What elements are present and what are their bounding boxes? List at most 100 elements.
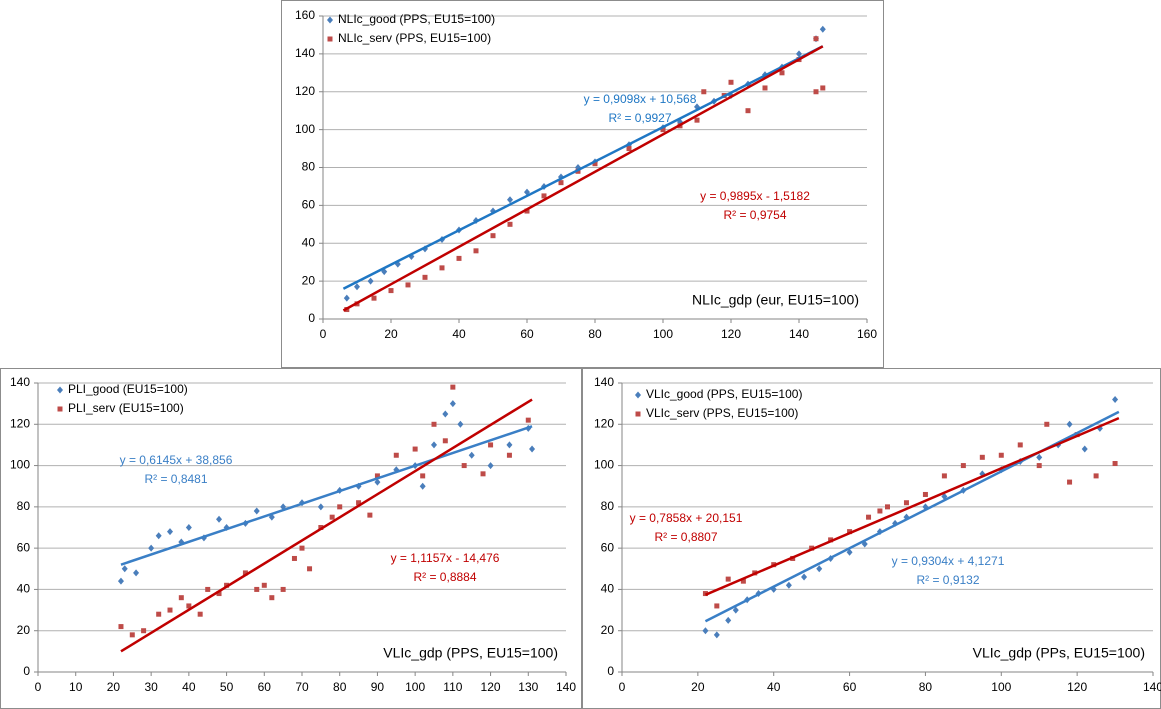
x-tick-label: 80 [919, 680, 933, 694]
x-tick-label: 0 [35, 680, 42, 694]
x-axis-label: VLIc_gdp (PPs, EU15=100) [973, 645, 1145, 661]
legend-marker [57, 386, 63, 394]
marker [197, 611, 203, 617]
marker [148, 544, 155, 552]
marker [456, 255, 462, 261]
y-tick-label: 0 [607, 664, 614, 678]
x-tick-label: 160 [857, 327, 877, 341]
marker [405, 282, 411, 288]
marker [725, 576, 731, 582]
marker [725, 616, 732, 624]
x-tick-label: 20 [384, 327, 398, 341]
marker [216, 515, 223, 523]
marker [1044, 421, 1050, 427]
marker [1112, 461, 1118, 467]
marker [317, 503, 324, 511]
marker [442, 410, 449, 418]
marker [816, 565, 823, 573]
y-tick-label: 40 [302, 235, 316, 249]
marker [745, 108, 751, 114]
marker [903, 500, 909, 506]
marker [877, 508, 883, 514]
trend-equation: y = 0,9895x - 1,5182 [700, 189, 810, 203]
legend-marker [635, 391, 641, 399]
marker [813, 36, 819, 42]
legend-label: VLIc_serv (PPS, EU15=100) [646, 406, 798, 420]
marker [480, 471, 486, 477]
legend-marker [327, 16, 333, 24]
x-tick-label: 60 [520, 327, 534, 341]
y-tick-label: 100 [295, 122, 315, 136]
x-tick-label: 100 [405, 680, 425, 694]
marker [374, 473, 380, 479]
marker [801, 573, 808, 581]
x-tick-label: 10 [69, 680, 83, 694]
x-tick-label: 110 [443, 680, 462, 694]
x-tick-label: 140 [1143, 680, 1161, 694]
marker [367, 512, 373, 518]
x-axis-label: VLIc_gdp (PPS, EU15=100) [383, 645, 558, 661]
marker [121, 565, 128, 573]
x-tick-label: 80 [333, 680, 347, 694]
marker [419, 482, 426, 490]
marker [1081, 445, 1088, 453]
y-tick-label: 80 [601, 499, 615, 513]
marker [371, 295, 377, 301]
y-tick-label: 100 [594, 458, 614, 472]
x-tick-label: 60 [258, 680, 272, 694]
trend-r2: R² = 0,9754 [723, 208, 786, 222]
marker [960, 463, 966, 469]
y-tick-label: 140 [10, 375, 30, 389]
x-tick-label: 100 [991, 680, 1011, 694]
marker [828, 537, 834, 543]
x-tick-label: 30 [144, 680, 158, 694]
marker [702, 627, 709, 635]
y-tick-label: 140 [295, 46, 315, 60]
marker [1093, 473, 1099, 479]
marker [694, 117, 700, 123]
marker [118, 624, 124, 630]
marker [185, 524, 192, 531]
marker [866, 514, 872, 520]
marker [461, 463, 467, 469]
marker [242, 570, 248, 576]
marker [732, 606, 739, 614]
y-tick-label: 160 [295, 8, 315, 22]
marker [541, 193, 547, 199]
marker [354, 283, 360, 291]
marker [439, 265, 445, 271]
trendline [120, 398, 533, 653]
marker [1036, 453, 1043, 461]
marker [1036, 463, 1042, 469]
y-tick-label: 60 [17, 540, 31, 554]
x-tick-label: 20 [107, 680, 121, 694]
marker [506, 441, 513, 449]
legend-label: PLI_serv (EU15=100) [68, 401, 184, 415]
marker [269, 595, 275, 601]
x-tick-label: 50 [220, 680, 234, 694]
marker [1066, 420, 1073, 428]
trend-equation: y = 1,1157x - 14,476 [391, 551, 500, 565]
marker [431, 421, 437, 427]
marker [813, 89, 819, 95]
marker [431, 441, 437, 449]
marker [299, 545, 305, 551]
marker [449, 400, 456, 408]
y-tick-label: 20 [17, 623, 31, 637]
marker [847, 529, 853, 535]
x-tick-label: 90 [371, 680, 385, 694]
y-tick-label: 0 [308, 311, 315, 325]
y-tick-label: 120 [594, 416, 614, 430]
marker [525, 417, 531, 423]
x-tick-label: 130 [518, 680, 538, 694]
trend-r2: R² = 0,9927 [608, 111, 671, 125]
x-tick-label: 140 [789, 327, 809, 341]
y-tick-label: 60 [601, 540, 615, 554]
marker [1017, 442, 1023, 448]
x-tick-label: 100 [653, 327, 673, 341]
y-tick-label: 80 [17, 499, 31, 513]
marker [468, 451, 475, 459]
marker [356, 500, 362, 506]
trend-r2: R² = 0,9132 [916, 573, 979, 587]
x-tick-label: 40 [452, 327, 466, 341]
